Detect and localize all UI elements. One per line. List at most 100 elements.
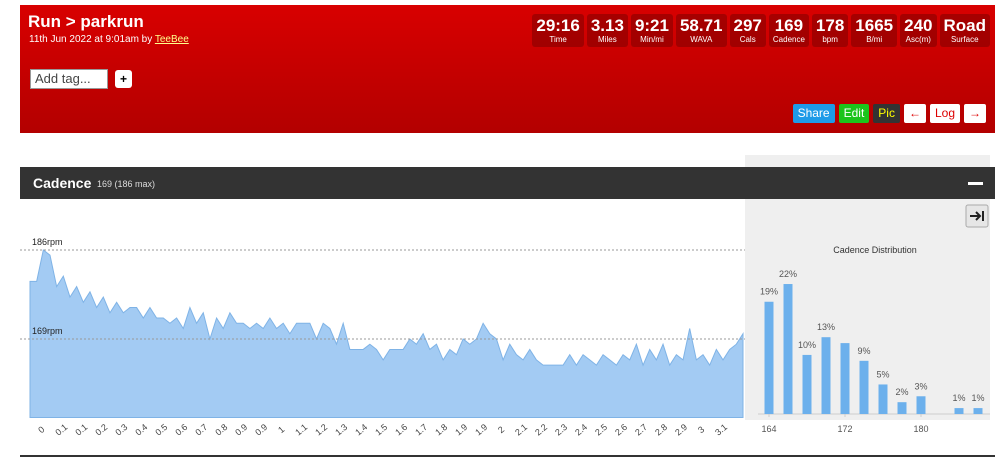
x-tick-label: 0.8 [213,422,229,438]
bar [764,301,774,414]
stat-value: 3.13 [590,16,624,35]
action-button[interactable]: Edit [838,104,870,123]
value-label: 19% [760,287,778,297]
x-tick-label: 0.1 [53,422,69,438]
x-tick-label: 0.2 [93,422,109,438]
stat-box: 240 Asc(m) [900,14,937,47]
x-tick-label: 2.8 [653,422,669,438]
stat-box: 297 Cals [729,14,766,47]
x-tick-label: 2.4 [573,422,589,438]
x-tick-label: 1.2 [313,422,329,438]
stat-label: Surface [950,35,979,44]
stat-value: 29:16 [536,16,580,35]
x-tick-label: 2.7 [633,422,649,438]
panel-header [20,167,995,199]
stat-label: bpm [822,35,838,44]
panel-summary: 169 (186 max) [97,179,155,189]
value-label: 3% [914,381,927,391]
stat-label: WAVA [690,35,713,44]
value-label: 1% [952,393,965,403]
x-tick-label: 2.6 [613,422,629,438]
x-tick-label: 0.1 [73,422,89,438]
value-label: 22% [779,269,797,279]
x-tick-label: 0.7 [193,422,209,438]
x-tick-label: 164 [761,424,776,434]
reference-label: 169rpm [32,326,63,336]
stat-value: 9:21 [634,16,669,35]
bar [840,343,850,414]
stat-value: 240 [904,16,933,35]
stat-box: 1665 B/mi [851,14,898,47]
stat-box: 178 bpm [811,14,849,47]
x-tick-label: 2.1 [513,422,529,438]
stat-label: Cadence [772,35,805,44]
stat-box: 9:21 Min/mi [630,14,673,47]
x-tick-label: 0.9 [253,422,269,438]
stat-value: 178 [815,16,845,35]
value-label: 13% [817,322,835,332]
expand-button[interactable] [965,204,989,228]
collapse-button[interactable] [968,182,983,185]
x-tick-label: 1.7 [413,422,429,438]
x-tick-label: 2.3 [553,422,569,438]
value-label: 10% [798,340,816,350]
action-button[interactable]: Share [792,104,835,123]
value-label: 2% [895,387,908,397]
bar [783,284,793,414]
chart-title: Cadence Distribution [833,245,917,255]
x-tick-label: 1.6 [393,422,409,438]
x-tick-label: 1.4 [353,422,369,438]
date: 11th Jun 2022 at 9:01am by [29,34,153,45]
stat-label: Miles [598,35,617,44]
bar [802,354,812,414]
value-label: 5% [876,369,889,379]
x-tick-label: 1.8 [433,422,449,438]
stat-label: Cals [739,35,756,44]
x-tick-label: 2.5 [593,422,609,438]
actions: Share Edit Pic ← Log → [792,104,986,123]
stat-box: 169 Cadence [768,14,809,47]
action-button[interactable]: Log [929,104,960,123]
bar [859,360,869,414]
stat-value: 169 [774,16,804,35]
x-tick-label: 2 [496,424,506,435]
bar [821,337,831,414]
value-label: 1% [971,393,984,403]
stat-value: 1665 [855,16,894,35]
x-tick-label: 172 [837,424,852,434]
x-tick-label: 2.2 [533,422,549,438]
stat-box: 3.13 Miles [586,14,628,47]
stat-box: Road Surface [939,14,990,47]
tag-input[interactable]: Add tag... [30,69,108,89]
action-button[interactable]: ← [903,104,926,123]
activity-subtitle: 11th Jun 2022 at 9:01am by TeeBee [29,34,189,45]
value-label: 9% [857,346,870,356]
stat-box: 58.71 WAVA [675,14,727,47]
reference-label: 186rpm [32,237,63,247]
x-tick-label: 0.3 [113,422,129,438]
x-tick-label: 1.9 [473,422,489,438]
add-tag-button[interactable]: + [115,70,132,88]
stat-label: B/mi [866,35,883,44]
stat-value: 297 [733,16,762,35]
stats: 29:16 Time 3.13 Miles 9:21 Min/mi 58.71 WAVA 297… [532,14,990,47]
author-link[interactable]: TeeBee [154,34,189,45]
x-tick-label: 2.9 [673,422,689,438]
cadence-area [29,249,744,418]
stat-value: Road [943,16,987,35]
action-button[interactable]: → [964,104,986,123]
x-tick-label: 180 [913,424,928,434]
x-tick-label: 1.1 [293,422,309,438]
panel-title: Cadence [33,175,92,191]
bar [916,396,926,414]
x-tick-label: 0.6 [173,422,189,438]
x-tick-label: 0.4 [133,422,149,438]
action-button[interactable]: Pic [873,104,900,123]
x-tick-label: 0.9 [233,422,249,438]
stat-value: 58.71 [679,16,723,35]
x-tick-label: 3.1 [713,422,729,438]
bar [973,408,983,414]
stat-label: Asc(m) [905,35,931,44]
